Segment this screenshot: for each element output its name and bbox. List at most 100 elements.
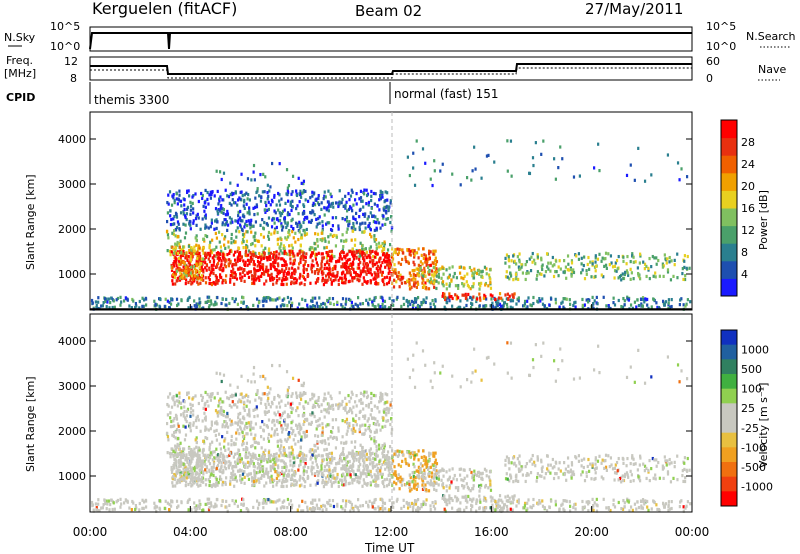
velocity-cell [358, 399, 361, 403]
power-cell [328, 249, 331, 254]
power-cell [320, 201, 323, 205]
velocity-cell [340, 403, 343, 407]
power-cell [370, 194, 373, 198]
power-cell [471, 271, 474, 275]
velocity-cell [652, 499, 655, 503]
velocity-cell [429, 508, 432, 512]
power-cell [338, 259, 341, 263]
velocity-cell [327, 423, 331, 427]
velocity-cell [627, 500, 630, 504]
power-cell [265, 296, 268, 300]
velocity-cell [416, 507, 419, 511]
power-cell [243, 263, 247, 267]
power-cell [382, 216, 385, 220]
power-cell [280, 211, 284, 216]
power-cell [337, 282, 340, 287]
velocity-cell [192, 409, 195, 413]
velocity-cell [342, 406, 345, 410]
power-cell [217, 208, 220, 212]
power-cell [269, 185, 272, 189]
freq-label-line2: [MHz] [4, 67, 36, 80]
power-cell [243, 268, 246, 272]
power-cell [190, 204, 193, 208]
velocity-cell [246, 432, 249, 436]
power-cell [407, 261, 411, 265]
velocity-cell [294, 433, 297, 437]
velocity-cell [283, 505, 286, 509]
velocity-cell [321, 440, 324, 445]
velocity-cell [207, 497, 211, 501]
power-cell [233, 282, 236, 286]
velocity-cell [526, 501, 529, 505]
power-cell [535, 277, 538, 281]
power-cell [300, 181, 303, 185]
power-cell [372, 191, 375, 196]
power-cell [416, 272, 419, 276]
power-cell [172, 264, 176, 268]
velocity-cell [182, 424, 185, 428]
power-cell [283, 263, 286, 267]
velocity-cell [345, 499, 348, 503]
velocity-cell [195, 440, 198, 445]
power-cell [116, 296, 119, 301]
velocity-cell [523, 501, 527, 505]
power-cell [213, 248, 216, 252]
velocity-cell [302, 422, 305, 427]
power-cell [298, 282, 302, 286]
power-cell [104, 299, 107, 304]
velocity-cell [169, 504, 173, 508]
power-cell [207, 305, 211, 310]
power-cell [282, 282, 285, 287]
power-cell [629, 163, 632, 167]
velocity-cell [237, 449, 241, 453]
velocity-cell [200, 467, 203, 471]
velocity-cell [215, 428, 218, 433]
velocity-cell [353, 472, 356, 476]
power-cell [685, 302, 688, 306]
velocity-cell [641, 498, 645, 502]
power-cell [171, 279, 174, 283]
power-cell [197, 259, 200, 263]
power-cell [348, 249, 351, 254]
velocity-cell [119, 505, 122, 509]
power-cell [585, 272, 588, 276]
power-cell [237, 214, 240, 218]
power-cell [317, 196, 320, 200]
power-cell [425, 260, 429, 264]
velocity-cell [226, 509, 229, 513]
power-cell [569, 268, 573, 272]
power-cell [322, 282, 326, 287]
power-cell [200, 191, 203, 196]
velocity-cell [256, 414, 259, 418]
power-cell [384, 260, 387, 264]
power-cell [180, 299, 183, 303]
power-cell [227, 264, 231, 268]
power-cell [316, 244, 320, 248]
power-cell [655, 262, 658, 266]
power-cell [397, 276, 400, 281]
power-cell [541, 267, 544, 271]
power-cell [443, 292, 446, 296]
power-cell [401, 257, 404, 261]
velocity-cell [340, 441, 343, 445]
velocity-cell [347, 409, 351, 413]
power-cell [182, 222, 185, 226]
velocity-cell [226, 454, 229, 459]
power-cell [385, 205, 388, 209]
velocity-cell [240, 421, 243, 425]
power-cell [626, 271, 629, 275]
power-cell [321, 224, 324, 228]
velocity-cell [278, 395, 281, 399]
power-cell [258, 261, 261, 265]
power-cell [363, 252, 366, 256]
power-cell [175, 269, 179, 273]
power-cell [169, 209, 172, 213]
velocity-cell [301, 393, 304, 397]
power-cell [383, 242, 386, 246]
power-cell [321, 252, 324, 256]
power-cell [243, 198, 246, 203]
power-cell [443, 305, 446, 309]
velocity-cell [231, 498, 234, 503]
power-cell [234, 250, 237, 254]
power-cell [383, 299, 387, 303]
